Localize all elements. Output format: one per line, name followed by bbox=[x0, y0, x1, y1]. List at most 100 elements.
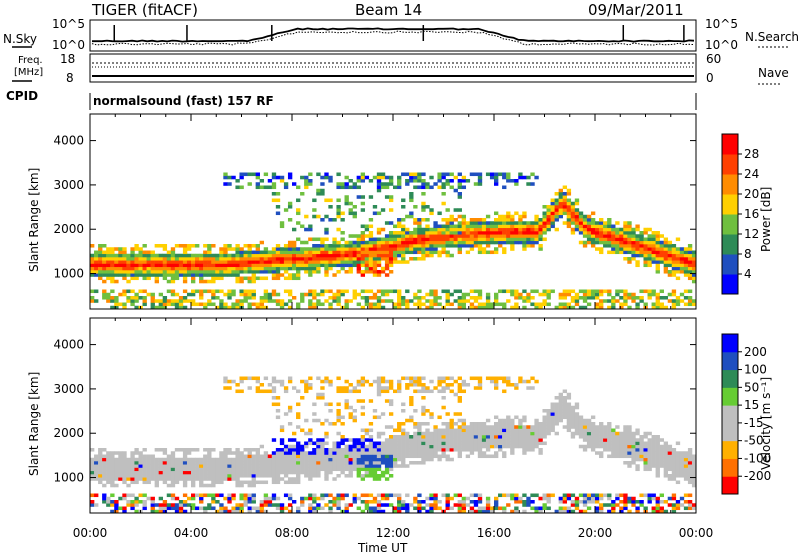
velocity-cell bbox=[599, 451, 604, 455]
power-cell bbox=[611, 224, 616, 229]
velocity-cell bbox=[360, 461, 366, 465]
power-cell bbox=[554, 201, 559, 206]
power-cell bbox=[530, 240, 535, 245]
power-cell bbox=[433, 244, 438, 248]
power-cell bbox=[405, 302, 410, 307]
power-cell bbox=[162, 305, 168, 310]
power-cell bbox=[90, 257, 95, 261]
velocity-cell bbox=[142, 493, 147, 498]
power-cell bbox=[122, 305, 127, 310]
power-cell bbox=[494, 292, 499, 297]
velocity-cell bbox=[304, 386, 309, 390]
power-cell bbox=[130, 270, 135, 274]
velocity-cell bbox=[182, 477, 188, 481]
velocity-cell bbox=[308, 438, 313, 442]
power-cell bbox=[376, 270, 382, 274]
power-cell bbox=[320, 263, 325, 268]
velocity-cell bbox=[473, 435, 479, 439]
velocity-cell bbox=[409, 448, 414, 452]
velocity-cell bbox=[283, 412, 289, 416]
power-cell bbox=[279, 221, 285, 225]
power-cell bbox=[178, 260, 184, 264]
velocity-cell bbox=[199, 457, 204, 462]
power-cell bbox=[405, 182, 410, 186]
velocity-cell bbox=[574, 500, 580, 504]
velocity-cell bbox=[296, 467, 301, 472]
power-cell bbox=[287, 305, 293, 310]
velocity-cell bbox=[340, 467, 345, 472]
velocity-cell bbox=[534, 379, 539, 384]
velocity-cell bbox=[421, 431, 426, 436]
power-cell bbox=[550, 218, 555, 222]
power-cell bbox=[582, 231, 588, 235]
velocity-cell bbox=[449, 376, 454, 381]
power-cell bbox=[550, 201, 555, 206]
power-cell bbox=[324, 257, 329, 261]
velocity-cell bbox=[162, 480, 168, 485]
power-cell bbox=[538, 292, 543, 297]
velocity-cell bbox=[683, 500, 689, 504]
velocity-cell bbox=[376, 493, 382, 498]
velocity-cell bbox=[227, 500, 232, 504]
power-cell bbox=[102, 296, 107, 300]
velocity-cell bbox=[405, 438, 410, 442]
velocity-cell bbox=[590, 448, 596, 452]
velocity-cell bbox=[388, 448, 394, 452]
power-cell bbox=[368, 289, 374, 294]
power-cell bbox=[372, 244, 378, 248]
velocity-cell bbox=[485, 444, 491, 449]
velocity-cell bbox=[663, 441, 669, 446]
power-cell bbox=[324, 237, 329, 242]
power-cell bbox=[562, 192, 568, 196]
velocity-cell bbox=[243, 500, 248, 504]
velocity-cell bbox=[687, 454, 693, 459]
velocity-cell bbox=[352, 500, 357, 504]
velocity-cell bbox=[631, 441, 636, 446]
velocity-cell bbox=[671, 461, 677, 465]
velocity-cell bbox=[655, 441, 660, 446]
power-cell bbox=[627, 227, 632, 232]
power-cell bbox=[158, 263, 164, 268]
power-cell bbox=[106, 292, 111, 297]
velocity-cell bbox=[207, 461, 212, 465]
power-cell bbox=[429, 208, 434, 212]
velocity-cell bbox=[287, 376, 293, 381]
power-cell bbox=[425, 182, 430, 186]
power-cell bbox=[542, 227, 547, 232]
velocity-cell bbox=[502, 438, 507, 442]
power-cell bbox=[574, 211, 580, 216]
velocity-cell bbox=[340, 448, 345, 452]
power-cell bbox=[473, 299, 479, 303]
velocity-cell bbox=[413, 422, 418, 426]
power-cell bbox=[356, 247, 361, 251]
velocity-cell bbox=[118, 467, 123, 472]
velocity-cell bbox=[397, 509, 402, 514]
power-cell bbox=[328, 263, 333, 268]
power-cell bbox=[368, 250, 374, 255]
velocity-cell bbox=[130, 477, 135, 481]
power-cell bbox=[481, 234, 487, 238]
power-cell bbox=[578, 227, 584, 232]
power-cell bbox=[542, 205, 547, 209]
velocity-cell bbox=[671, 503, 677, 507]
power-cell bbox=[413, 257, 418, 261]
velocity-cell bbox=[348, 467, 353, 472]
velocity-cell bbox=[239, 483, 244, 488]
power-cell bbox=[275, 276, 281, 281]
velocity-cell bbox=[655, 457, 660, 462]
power-cell bbox=[186, 270, 192, 274]
velocity-cell bbox=[574, 425, 580, 429]
power-cell bbox=[417, 179, 422, 183]
velocity-cell bbox=[195, 493, 200, 498]
power-cell bbox=[324, 247, 329, 251]
velocity-cell bbox=[590, 441, 596, 446]
power-cell bbox=[312, 244, 317, 248]
velocity-cell bbox=[304, 464, 309, 468]
power-cell bbox=[308, 302, 313, 307]
power-cell bbox=[352, 211, 357, 216]
velocity-cell bbox=[102, 461, 107, 465]
power-cell bbox=[364, 224, 370, 229]
velocity-cell bbox=[211, 461, 216, 465]
velocity-cell bbox=[675, 441, 681, 446]
power-cell bbox=[518, 221, 523, 225]
